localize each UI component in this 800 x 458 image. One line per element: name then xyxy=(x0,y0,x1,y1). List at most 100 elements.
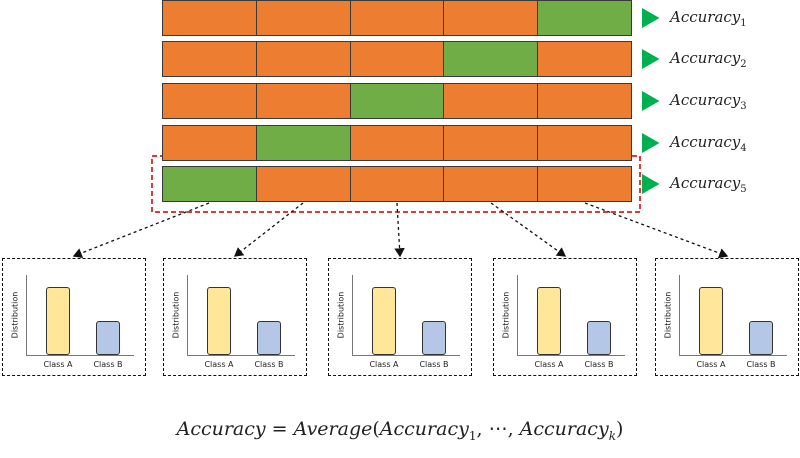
connector-arrow-4 xyxy=(490,202,567,257)
formula-termk: Accuracy xyxy=(519,418,609,440)
train-segment xyxy=(256,1,351,35)
formula-sep2: , xyxy=(507,418,520,440)
class-a-label: Class A xyxy=(369,360,399,369)
class-b-label: Class B xyxy=(746,360,776,369)
train-segment xyxy=(163,84,257,118)
accuracy-label-subscript: 2 xyxy=(740,59,747,70)
class-a-bar xyxy=(46,287,70,355)
x-axis xyxy=(26,355,134,356)
class-b-label: Class B xyxy=(584,360,614,369)
x-axis xyxy=(187,355,295,356)
formula-func: Average xyxy=(293,418,373,440)
accuracy-label-text: Accuracy xyxy=(670,91,741,109)
class-a-bar xyxy=(372,287,396,355)
accuracy-formula: Accuracy = Average(Accuracy1, ⋯, Accurac… xyxy=(0,418,800,443)
class-b-label: Class B xyxy=(93,360,123,369)
accuracy-label-subscript: 1 xyxy=(740,18,747,29)
formula-lhs: Accuracy xyxy=(176,418,266,440)
class-b-bar xyxy=(749,321,773,355)
accuracy-label-4: Accuracy4 xyxy=(670,133,747,154)
test-segment xyxy=(538,1,631,35)
test-segment xyxy=(444,42,539,76)
formula-sep1: , xyxy=(476,418,489,440)
formula-equals: = xyxy=(265,418,294,440)
accuracy-label-text: Accuracy xyxy=(670,8,741,26)
train-segment xyxy=(350,126,445,160)
x-axis xyxy=(679,355,787,356)
accuracy-label-2: Accuracy2 xyxy=(670,49,747,70)
formula-term1: Accuracy xyxy=(379,418,469,440)
train-segment xyxy=(256,167,351,201)
formula-ellipsis: ⋯ xyxy=(488,418,508,440)
train-segment xyxy=(444,167,539,201)
fold-row-5 xyxy=(162,166,632,202)
y-axis xyxy=(517,275,518,355)
train-segment xyxy=(350,167,445,201)
distribution-panel-2: Distribution Class A Class B xyxy=(163,258,307,376)
y-axis xyxy=(187,275,188,355)
test-segment xyxy=(350,84,445,118)
fold-row-4 xyxy=(162,125,632,161)
accuracy-label-3: Accuracy3 xyxy=(670,91,747,112)
accuracy-label-text: Accuracy xyxy=(670,133,741,151)
class-a-bar xyxy=(207,287,231,355)
train-segment xyxy=(163,1,257,35)
class-b-label: Class B xyxy=(254,360,284,369)
connector-arrow-1 xyxy=(72,202,210,258)
train-segment xyxy=(538,167,631,201)
y-axis xyxy=(26,275,27,355)
class-a-bar xyxy=(699,287,723,355)
accuracy-label-1: Accuracy1 xyxy=(670,8,747,29)
distribution-label: Distribution xyxy=(663,291,673,339)
train-segment xyxy=(538,84,631,118)
accuracy-label-subscript: 4 xyxy=(740,143,747,154)
class-a-label: Class A xyxy=(204,360,234,369)
train-segment xyxy=(444,84,539,118)
fold-row-3 xyxy=(162,83,632,119)
train-segment xyxy=(350,1,445,35)
connector-arrow-3 xyxy=(394,202,405,258)
class-a-label: Class A xyxy=(534,360,564,369)
train-segment xyxy=(163,126,257,160)
distribution-panel-3: Distribution Class A Class B xyxy=(328,258,472,376)
distribution-label: Distribution xyxy=(501,291,511,339)
fold-row-2 xyxy=(162,41,632,77)
class-b-bar xyxy=(587,321,611,355)
train-segment xyxy=(256,42,351,76)
distribution-label: Distribution xyxy=(10,291,20,339)
class-a-bar xyxy=(537,287,561,355)
y-axis xyxy=(352,275,353,355)
class-b-bar xyxy=(257,321,281,355)
train-segment xyxy=(444,1,539,35)
test-segment xyxy=(163,167,257,201)
formula-close: ) xyxy=(615,418,624,440)
train-segment xyxy=(256,84,351,118)
formula-open: ( xyxy=(372,418,380,440)
connector-arrow-2 xyxy=(233,202,304,257)
formula-termk-sub: k xyxy=(608,428,616,443)
distribution-label: Distribution xyxy=(336,291,346,339)
class-b-bar xyxy=(96,321,120,355)
accuracy-label-text: Accuracy xyxy=(670,174,741,192)
accuracy-label-5: Accuracy5 xyxy=(670,174,747,195)
train-segment xyxy=(538,126,631,160)
x-axis xyxy=(517,355,625,356)
fold-row-1 xyxy=(162,0,632,36)
train-segment xyxy=(538,42,631,76)
connector-arrow-5 xyxy=(584,202,729,259)
x-axis xyxy=(352,355,460,356)
accuracy-label-subscript: 3 xyxy=(740,101,747,112)
accuracy-label-text: Accuracy xyxy=(670,49,741,67)
class-a-label: Class A xyxy=(43,360,73,369)
train-segment xyxy=(163,42,257,76)
formula-term1-sub: 1 xyxy=(468,428,477,443)
distribution-label: Distribution xyxy=(171,291,181,339)
class-b-bar xyxy=(422,321,446,355)
y-axis xyxy=(679,275,680,355)
train-segment xyxy=(444,126,539,160)
distribution-panel-4: Distribution Class A Class B xyxy=(493,258,637,376)
train-segment xyxy=(350,42,445,76)
test-segment xyxy=(256,126,351,160)
distribution-panel-5: Distribution Class A Class B xyxy=(655,258,799,376)
